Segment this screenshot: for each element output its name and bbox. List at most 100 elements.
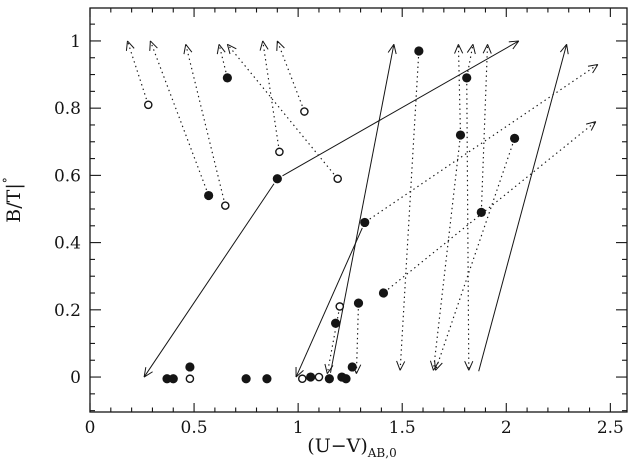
- evolution-arrow-solid: [330, 44, 395, 373]
- evolution-arrow-dotted: [457, 44, 461, 130]
- arrowhead: [587, 63, 598, 67]
- x-axis-title: (U−V)AB,0: [307, 435, 396, 460]
- data-point-filled: [476, 207, 486, 217]
- y-tick-label: 0.8: [54, 99, 81, 119]
- arrowhead: [216, 44, 220, 55]
- x-tick-label: 1: [293, 418, 304, 438]
- arrowhead: [355, 364, 362, 374]
- data-point-filled: [353, 298, 364, 308]
- plot-frame: [89, 7, 628, 413]
- data-point-filled: [510, 133, 520, 144]
- x-tick-label: 2: [501, 418, 512, 438]
- data-point-filled: [262, 374, 272, 384]
- data-point-open: [314, 372, 324, 382]
- x-tick-label: 0.5: [181, 418, 208, 438]
- y-tick-label: 0: [70, 368, 81, 388]
- data-point-filled: [331, 318, 341, 328]
- data-point-open: [335, 302, 345, 311]
- arrowhead: [585, 121, 596, 125]
- evolution-arrow-dotted: [466, 83, 470, 371]
- evolution-arrow-solid: [282, 40, 520, 177]
- arrowhead: [227, 43, 237, 50]
- data-point-open: [300, 107, 309, 116]
- arrowhead: [566, 44, 569, 55]
- evolution-arrow-dotted: [399, 56, 420, 371]
- arrowhead: [185, 43, 193, 53]
- data-point-open: [220, 201, 230, 210]
- arrowhead: [387, 44, 395, 53]
- data-point-filled: [347, 362, 357, 372]
- data-point-filled: [168, 374, 178, 384]
- arrowhead: [466, 44, 474, 53]
- arrowhead: [127, 40, 135, 49]
- evolution-arrow-solid: [295, 227, 363, 378]
- arrowhead: [464, 361, 470, 371]
- arrowhead: [143, 367, 147, 378]
- evolution-arrow-dotted: [480, 44, 489, 207]
- arrowhead: [393, 44, 397, 55]
- y-tick-label: 0.6: [54, 166, 81, 186]
- arrowhead: [276, 40, 278, 51]
- data-point-filled: [378, 288, 389, 298]
- y-tick-label: 0.4: [54, 234, 81, 254]
- arrowhead: [472, 44, 476, 55]
- arrowhead: [125, 40, 128, 51]
- arrowhead: [276, 40, 285, 49]
- y-tick-label: 0.2: [54, 301, 81, 321]
- arrowhead: [487, 44, 492, 54]
- evolution-arrow-solid: [143, 183, 275, 378]
- evolution-arrow-dotted: [387, 121, 597, 290]
- data-point-open: [185, 374, 195, 384]
- evolution-arrow-dotted: [185, 44, 225, 200]
- data-point-open: [143, 100, 153, 110]
- evolution-arrow-dotted: [369, 63, 599, 220]
- arrowhead: [508, 40, 519, 43]
- arrowhead: [592, 64, 599, 74]
- arrowhead: [396, 360, 401, 371]
- evolution-arrow-dotted: [432, 140, 461, 371]
- arrowhead: [457, 44, 464, 54]
- y-axis-title-superscript: °: [1, 177, 15, 183]
- arrowhead: [399, 361, 406, 371]
- data-point-filled: [360, 217, 370, 228]
- arrowhead: [559, 43, 568, 53]
- evolution-arrow-dotted: [126, 40, 147, 100]
- arrowhead: [454, 44, 459, 54]
- y-axis-title: B/T|°: [1, 177, 25, 222]
- arrowhead: [226, 44, 231, 55]
- arrowhead: [434, 360, 437, 371]
- evolution-arrow-dotted: [276, 40, 303, 107]
- arrowhead: [512, 40, 520, 50]
- data-point-filled: [222, 73, 232, 83]
- arrowhead: [468, 360, 474, 371]
- data-point-filled: [185, 362, 195, 372]
- y-axis-title-main: B/T|: [3, 183, 25, 222]
- arrowhead: [262, 40, 269, 50]
- x-tick-label: 1.5: [389, 418, 416, 438]
- data-point-filled: [241, 374, 251, 384]
- evolution-arrow-dotted: [434, 143, 514, 371]
- arrowhead: [295, 369, 304, 378]
- data-point-open: [333, 174, 342, 184]
- arrowhead: [429, 360, 434, 371]
- evolution-arrow-dotted: [149, 40, 208, 191]
- x-tick-label: 0: [85, 418, 96, 438]
- arrowhead: [143, 371, 153, 378]
- data-point-filled: [324, 374, 334, 384]
- evolution-arrow-dotted: [355, 309, 359, 374]
- data-point-filled: [204, 190, 214, 201]
- x-axis-title-main: (U−V): [307, 435, 367, 457]
- evolution-arrow-solid: [478, 44, 568, 372]
- data-point-filled: [455, 130, 466, 140]
- data-point-filled: [272, 174, 282, 184]
- data-point-open: [298, 374, 307, 384]
- data-point-filled: [414, 46, 424, 56]
- data-point-filled: [306, 372, 316, 382]
- data-point-filled: [462, 73, 472, 83]
- data-point-open: [275, 147, 284, 157]
- arrowhead: [435, 362, 443, 371]
- arrowhead: [259, 40, 264, 51]
- x-axis-title-subscript: AB,0: [367, 446, 397, 460]
